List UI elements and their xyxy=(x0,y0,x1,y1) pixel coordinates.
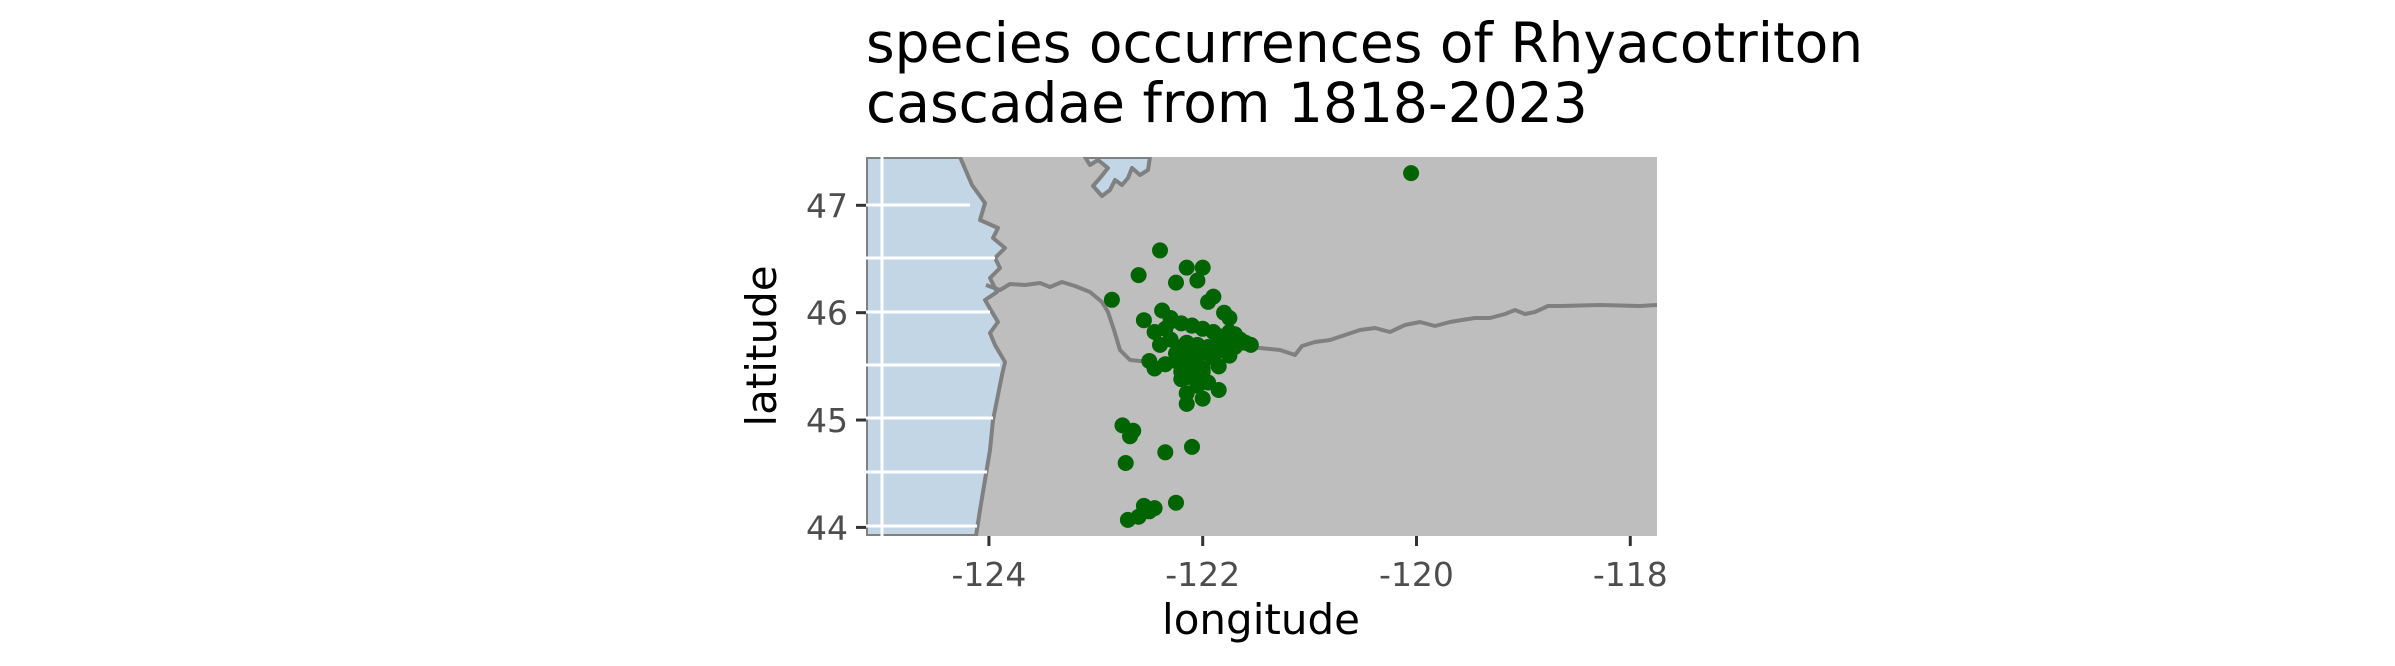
y-tick-label: 45 xyxy=(806,401,848,440)
pacific-ocean xyxy=(866,157,1007,536)
chart-title: species occurrences of Rhyacotriton casc… xyxy=(866,11,1863,135)
x-axis-title: longitude xyxy=(1162,595,1360,644)
occurrence-point xyxy=(1184,317,1200,334)
state-border xyxy=(985,280,1657,366)
occurrence-point xyxy=(1135,312,1152,329)
occurrence-point xyxy=(1194,390,1211,407)
y-tick-label: 46 xyxy=(806,294,848,333)
x-tick-label: -122 xyxy=(1165,555,1240,594)
occurrence-point xyxy=(1200,339,1217,355)
title-line-2: cascadae from 1818-2023 xyxy=(866,71,1588,135)
occurrence-point xyxy=(1221,324,1238,340)
occurrence-point xyxy=(1178,395,1195,412)
x-tick-label: -120 xyxy=(1379,555,1454,594)
occurrence-point xyxy=(1184,438,1200,455)
x-tick-label: -124 xyxy=(951,555,1026,594)
occurrence-point xyxy=(1168,353,1184,369)
occurrence-point xyxy=(1221,347,1238,364)
occurrence-point xyxy=(1173,371,1190,388)
occurrence-point xyxy=(1168,274,1184,291)
occurrence-point xyxy=(1117,455,1134,471)
occurrence-point xyxy=(1232,334,1249,351)
occurrence-point xyxy=(1130,267,1147,284)
occurrence-point xyxy=(1122,428,1138,445)
x-tick-label: -118 xyxy=(1593,555,1668,594)
occurrence-point xyxy=(1189,272,1206,289)
occurrence-point xyxy=(1162,313,1179,330)
occurrence-point xyxy=(1168,494,1184,511)
occurrence-point xyxy=(1194,363,1211,380)
x-axis-ticks: -124 -122 -120 -118 xyxy=(951,536,1668,594)
occurrence-point xyxy=(1184,347,1200,364)
occurrence-point xyxy=(1178,259,1195,276)
occurrence-point xyxy=(1210,358,1227,375)
title-line-1: species occurrences of Rhyacotriton xyxy=(866,11,1863,75)
occurrence-point xyxy=(1130,508,1147,525)
occurrence-point xyxy=(1152,336,1168,353)
occurrence-point xyxy=(1194,259,1211,276)
occurrence-point xyxy=(1152,242,1168,259)
y-axis-ticks: 47 46 45 44 xyxy=(806,186,866,547)
occurrence-point xyxy=(1146,500,1163,517)
map-panel xyxy=(866,157,1657,536)
y-axis-title: latitude xyxy=(737,265,786,426)
occurrence-point xyxy=(1403,165,1420,182)
occurrence-point xyxy=(1146,360,1163,377)
y-tick-label: 44 xyxy=(806,508,848,547)
puget-sound xyxy=(1083,157,1152,198)
ocean-gridlines xyxy=(866,157,1000,536)
occurrence-point xyxy=(1221,310,1238,326)
occurrence-points xyxy=(1103,165,1420,528)
occurrence-point xyxy=(1146,324,1163,340)
occurrence-point xyxy=(1103,291,1120,308)
occurrence-point xyxy=(1210,382,1227,398)
y-tick-label: 47 xyxy=(806,186,848,225)
occurrence-point xyxy=(1200,293,1217,310)
occurrence-point xyxy=(1157,444,1174,461)
